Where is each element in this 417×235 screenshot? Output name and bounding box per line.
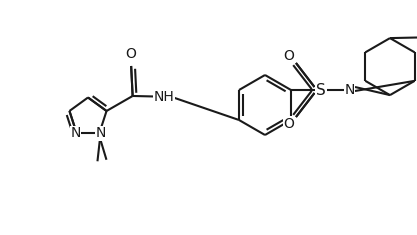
Text: NH: NH [154,90,175,104]
Text: N: N [70,126,81,140]
Text: O: O [284,117,294,131]
Text: O: O [284,49,294,63]
Text: N: N [95,126,106,140]
Text: O: O [126,47,137,62]
Text: N: N [344,83,355,97]
Text: S: S [316,82,326,98]
